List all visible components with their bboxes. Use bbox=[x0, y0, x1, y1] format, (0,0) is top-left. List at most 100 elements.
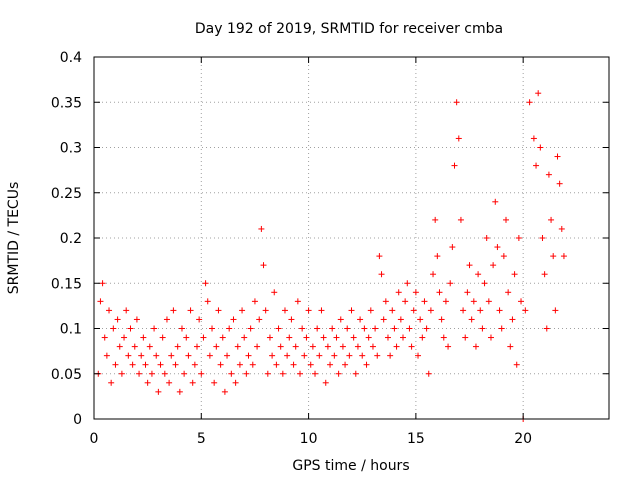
data-point bbox=[430, 271, 437, 278]
data-point bbox=[322, 379, 329, 386]
data-point bbox=[526, 99, 533, 106]
data-point bbox=[320, 334, 327, 341]
data-point bbox=[389, 307, 396, 314]
data-point bbox=[451, 162, 458, 169]
data-point bbox=[123, 307, 130, 314]
data-point bbox=[286, 334, 293, 341]
data-point bbox=[490, 262, 497, 269]
data-point bbox=[397, 316, 404, 323]
data-point bbox=[146, 343, 153, 350]
data-point bbox=[417, 316, 424, 323]
data-point bbox=[230, 316, 237, 323]
data-point bbox=[292, 343, 299, 350]
data-point bbox=[157, 361, 164, 368]
data-point bbox=[217, 361, 224, 368]
data-point bbox=[384, 334, 391, 341]
data-point bbox=[535, 90, 542, 97]
data-point bbox=[509, 316, 516, 323]
data-point bbox=[400, 334, 406, 341]
data-point bbox=[333, 334, 340, 341]
y-tick-label: 0.1 bbox=[60, 322, 82, 338]
data-point bbox=[224, 352, 231, 359]
data-point bbox=[159, 334, 166, 341]
data-point bbox=[254, 343, 261, 350]
data-point bbox=[552, 307, 559, 314]
data-point bbox=[483, 235, 490, 241]
x-tick-label: 5 bbox=[197, 431, 206, 447]
data-point bbox=[492, 198, 499, 205]
data-point bbox=[344, 325, 351, 332]
data-point bbox=[324, 343, 331, 350]
data-point bbox=[288, 316, 295, 323]
data-point bbox=[232, 379, 239, 386]
data-point bbox=[318, 307, 325, 314]
data-point bbox=[382, 298, 389, 305]
data-point bbox=[533, 162, 540, 169]
data-point bbox=[329, 325, 336, 332]
y-tick-label: 0 bbox=[73, 412, 82, 428]
data-point bbox=[97, 298, 104, 305]
data-point bbox=[425, 370, 432, 377]
data-point bbox=[539, 235, 546, 241]
data-point bbox=[432, 216, 439, 223]
data-point bbox=[110, 325, 117, 332]
data-point bbox=[243, 370, 250, 377]
data-point bbox=[234, 343, 241, 350]
data-point bbox=[200, 334, 207, 341]
data-point bbox=[251, 298, 258, 305]
data-point bbox=[327, 361, 334, 368]
data-point bbox=[357, 316, 364, 323]
data-point bbox=[537, 144, 544, 151]
data-point bbox=[108, 379, 115, 386]
data-point bbox=[258, 225, 265, 232]
data-point bbox=[496, 307, 503, 314]
data-point bbox=[475, 271, 482, 278]
data-point bbox=[391, 325, 398, 332]
data-point bbox=[275, 325, 282, 332]
data-point bbox=[447, 280, 454, 287]
data-point bbox=[99, 280, 106, 287]
x-tick-label: 15 bbox=[407, 431, 425, 447]
data-point bbox=[395, 289, 402, 296]
data-point bbox=[174, 343, 181, 350]
data-point bbox=[260, 262, 267, 269]
data-point bbox=[221, 388, 228, 395]
data-point bbox=[455, 135, 462, 142]
y-axis-label: SRMTID / TECUs bbox=[6, 182, 22, 295]
data-point bbox=[297, 370, 303, 377]
data-point bbox=[133, 316, 140, 323]
data-point bbox=[369, 343, 376, 350]
data-point bbox=[118, 370, 125, 377]
data-point bbox=[545, 171, 552, 178]
data-point bbox=[241, 334, 248, 341]
data-point bbox=[513, 361, 520, 368]
data-point bbox=[503, 216, 509, 223]
data-point bbox=[361, 325, 368, 332]
data-point bbox=[342, 361, 349, 368]
data-point bbox=[479, 325, 486, 332]
data-point bbox=[335, 370, 342, 377]
y-tick-label: 0.25 bbox=[51, 186, 82, 202]
data-point bbox=[421, 298, 428, 305]
data-point bbox=[436, 289, 443, 296]
data-point bbox=[530, 135, 537, 142]
data-point bbox=[127, 325, 134, 332]
data-point bbox=[264, 370, 271, 377]
data-point bbox=[301, 352, 308, 359]
data-point bbox=[166, 379, 173, 386]
data-point bbox=[151, 325, 158, 332]
data-point bbox=[440, 334, 447, 341]
data-point bbox=[129, 361, 136, 368]
data-point bbox=[161, 370, 168, 377]
data-point bbox=[434, 253, 441, 260]
data-point bbox=[511, 271, 518, 278]
data-point bbox=[183, 334, 190, 341]
data-point bbox=[543, 325, 550, 332]
data-point bbox=[449, 244, 456, 251]
data-point bbox=[101, 334, 108, 341]
data-point bbox=[352, 370, 359, 377]
data-point bbox=[140, 334, 147, 341]
data-point bbox=[185, 352, 192, 359]
data-point bbox=[294, 298, 301, 305]
data-point bbox=[144, 379, 151, 386]
